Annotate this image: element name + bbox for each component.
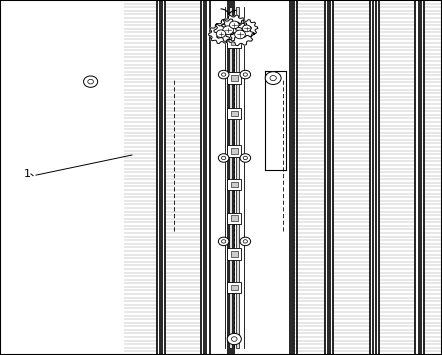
Circle shape xyxy=(240,237,251,246)
Bar xyxy=(231,285,238,290)
Circle shape xyxy=(265,72,281,84)
Polygon shape xyxy=(222,15,247,35)
Bar xyxy=(210,0,267,355)
Circle shape xyxy=(243,240,248,243)
Bar xyxy=(231,182,238,187)
Bar xyxy=(227,282,241,293)
Circle shape xyxy=(218,237,229,246)
Polygon shape xyxy=(226,23,254,46)
Circle shape xyxy=(243,156,248,160)
Polygon shape xyxy=(209,24,233,44)
Bar xyxy=(231,111,238,116)
Circle shape xyxy=(221,156,226,160)
Circle shape xyxy=(216,30,226,38)
Bar xyxy=(231,75,238,81)
Circle shape xyxy=(218,70,229,79)
Bar xyxy=(231,251,238,257)
Bar xyxy=(227,179,241,190)
Circle shape xyxy=(88,80,93,84)
Circle shape xyxy=(229,21,239,29)
Text: 1: 1 xyxy=(24,169,31,179)
Bar xyxy=(227,72,241,84)
Polygon shape xyxy=(236,20,258,37)
Bar xyxy=(231,215,238,221)
Bar xyxy=(227,108,241,119)
Bar xyxy=(236,7,239,348)
Circle shape xyxy=(227,333,241,345)
Circle shape xyxy=(221,240,226,243)
Circle shape xyxy=(232,337,237,341)
Bar xyxy=(229,7,232,348)
Circle shape xyxy=(243,73,248,76)
Polygon shape xyxy=(214,19,242,42)
Bar xyxy=(227,145,241,157)
Circle shape xyxy=(240,154,251,162)
Circle shape xyxy=(240,70,251,79)
Circle shape xyxy=(242,25,251,32)
Circle shape xyxy=(235,30,245,39)
Bar xyxy=(227,37,241,48)
Bar xyxy=(227,248,241,260)
Circle shape xyxy=(84,76,98,87)
Circle shape xyxy=(223,26,233,34)
Bar xyxy=(231,148,238,154)
Bar xyxy=(231,40,238,45)
Circle shape xyxy=(221,73,226,76)
Bar xyxy=(265,71,278,170)
Circle shape xyxy=(270,76,276,81)
Circle shape xyxy=(218,154,229,162)
Bar xyxy=(227,213,241,224)
